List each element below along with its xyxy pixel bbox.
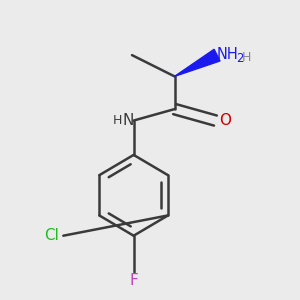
Text: NH: NH [216,47,238,62]
Text: H: H [242,51,251,64]
Text: Cl: Cl [44,228,59,243]
Text: 2: 2 [236,52,244,65]
Text: O: O [219,113,231,128]
Text: F: F [129,273,138,288]
Text: N: N [122,113,134,128]
Text: H: H [113,114,122,127]
Polygon shape [175,49,220,76]
